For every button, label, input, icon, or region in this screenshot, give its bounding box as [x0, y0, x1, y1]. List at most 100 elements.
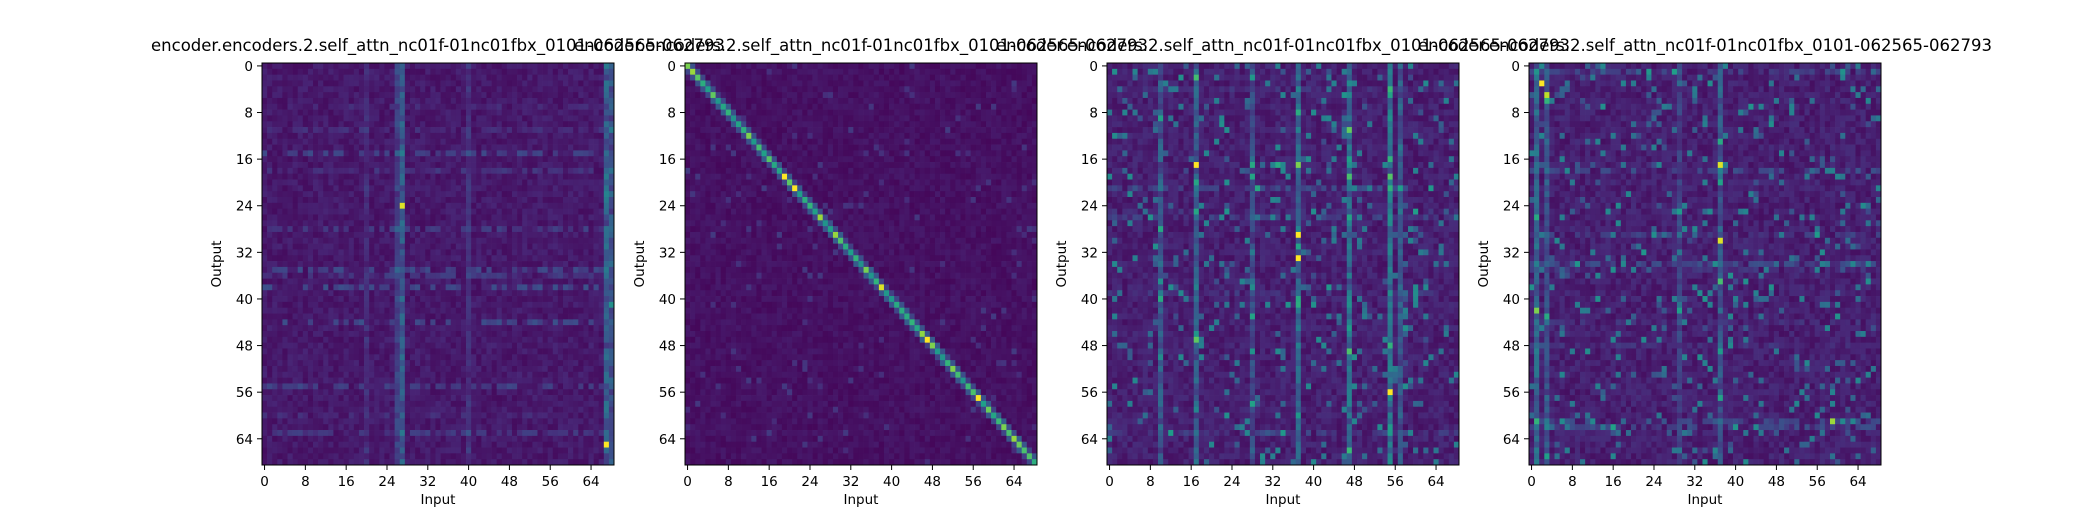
- heatmap-cell: [364, 395, 370, 402]
- heatmap-cell: [277, 202, 283, 210]
- heatmap-cell: [506, 179, 513, 186]
- heatmap-cell: [333, 63, 339, 70]
- heatmap-cell: [568, 74, 574, 81]
- heatmap-cell: [353, 325, 360, 332]
- heatmap-cell: [404, 389, 411, 396]
- heatmap-cell: [358, 132, 365, 140]
- heatmap-cell: [547, 255, 554, 262]
- heatmap-cell: [358, 115, 365, 122]
- heatmap-cell: [348, 383, 355, 390]
- heatmap-cell: [399, 377, 406, 384]
- heatmap-cell: [272, 272, 278, 279]
- heatmap-cell: [440, 272, 446, 279]
- heatmap-cell: [415, 162, 421, 169]
- heatmap-cell: [486, 103, 492, 110]
- heatmap-cell: [267, 197, 273, 204]
- heatmap-cell: [282, 179, 288, 186]
- heatmap-cell: [501, 63, 508, 70]
- heatmap-cell: [578, 336, 584, 344]
- heatmap-cell: [430, 150, 436, 157]
- heatmap-cell: [415, 103, 421, 110]
- heatmap-cell: [323, 63, 329, 70]
- heatmap-cell: [358, 284, 365, 291]
- heatmap-cell: [333, 325, 339, 332]
- heatmap-cell: [313, 430, 319, 437]
- heatmap-cell: [537, 342, 543, 349]
- heatmap-cell: [527, 435, 533, 443]
- heatmap-cell: [583, 237, 589, 244]
- heatmap-cell: [292, 319, 299, 326]
- heatmap-cell: [445, 103, 452, 110]
- heatmap-cell: [557, 185, 564, 192]
- heatmap-cell: [583, 266, 589, 274]
- heatmap-cell: [527, 406, 533, 413]
- heatmap-cell: [491, 74, 498, 81]
- heatmap-cell: [292, 115, 299, 122]
- heatmap-cell: [802, 68, 808, 76]
- heatmap-cell: [328, 307, 334, 314]
- heatmap-cell: [364, 173, 370, 180]
- heatmap-cell: [369, 231, 375, 239]
- heatmap-cell: [608, 97, 615, 105]
- heatmap-cell: [460, 63, 467, 70]
- heatmap-cell: [323, 220, 329, 227]
- heatmap-cell: [374, 365, 380, 373]
- heatmap-cell: [379, 307, 385, 314]
- heatmap-cell: [741, 74, 747, 81]
- heatmap-cell: [501, 150, 508, 157]
- heatmap-cell: [425, 430, 431, 437]
- heatmap-cell: [374, 226, 380, 233]
- heatmap-cell: [501, 162, 508, 169]
- heatmap-cell: [318, 173, 324, 180]
- heatmap-cell: [323, 167, 329, 175]
- heatmap-cell: [568, 63, 574, 70]
- heatmap-cell: [608, 447, 615, 454]
- heatmap-cell: [527, 307, 533, 314]
- heatmap-cell: [603, 395, 610, 402]
- heatmap-cell: [379, 63, 385, 70]
- heatmap-cell: [409, 371, 416, 378]
- heatmap-cell: [328, 459, 334, 466]
- heatmap-cell: [557, 63, 564, 70]
- heatmap-cell: [522, 173, 528, 180]
- heatmap-cell: [481, 173, 487, 180]
- heatmap-cell: [506, 97, 513, 105]
- heatmap-cell: [578, 435, 584, 443]
- heatmap-cell: [287, 447, 293, 454]
- heatmap-cell: [379, 214, 385, 221]
- heatmap-cell: [608, 418, 615, 425]
- heatmap-cell: [404, 237, 411, 244]
- heatmap-cell: [491, 214, 498, 221]
- heatmap-cell: [960, 68, 966, 76]
- heatmap-cell: [501, 226, 508, 233]
- heatmap-cell: [476, 74, 482, 81]
- heatmap-cell: [307, 249, 314, 256]
- heatmap-cell: [318, 441, 324, 448]
- heatmap-cell: [496, 231, 503, 239]
- heatmap-cell: [302, 331, 309, 338]
- heatmap-cell: [292, 447, 299, 454]
- heatmap-cell: [496, 173, 503, 180]
- heatmap-cell: [297, 377, 304, 384]
- heatmap-cell: [583, 220, 589, 227]
- heatmap-cell: [384, 441, 390, 448]
- heatmap-cell: [496, 365, 503, 373]
- heatmap-cell: [562, 272, 569, 279]
- heatmap-cell: [323, 441, 329, 448]
- heatmap-cell: [471, 121, 477, 128]
- heatmap-cell: [460, 365, 467, 373]
- heatmap-cell: [537, 132, 543, 140]
- heatmap-cell: [476, 331, 482, 338]
- heatmap-cell: [323, 249, 329, 256]
- heatmap-cell: [267, 435, 273, 443]
- heatmap-cell: [547, 214, 554, 221]
- heatmap-cell: [420, 173, 426, 180]
- heatmap-cell: [358, 208, 365, 215]
- heatmap-cell: [455, 301, 462, 309]
- heatmap-cell: [394, 197, 401, 204]
- heatmap-cell: [573, 231, 579, 239]
- heatmap-cell: [715, 68, 722, 76]
- heatmap-cell: [369, 441, 375, 448]
- heatmap-cell: [389, 255, 395, 262]
- heatmap-cell: [522, 138, 528, 145]
